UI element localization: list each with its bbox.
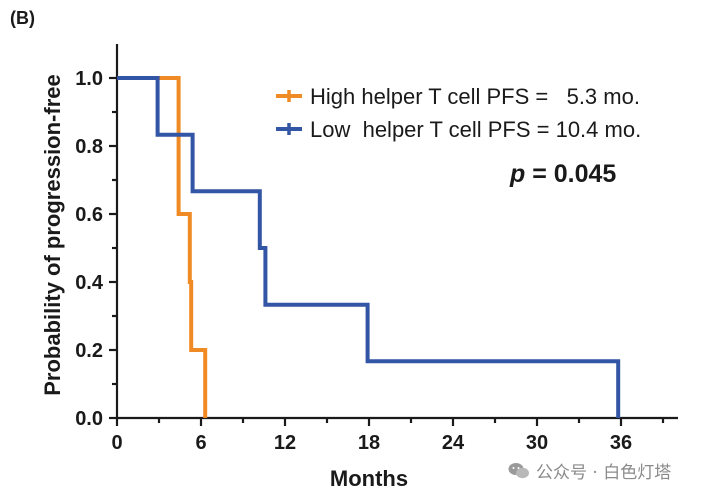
watermark-text: 公众号 · 白色灯塔 xyxy=(536,463,672,483)
y-axis-label: Probability of progression-free xyxy=(40,74,65,396)
y-tick-label-0: 0.0 xyxy=(75,408,103,430)
watermark: 公众号 · 白色灯塔 xyxy=(508,458,671,483)
legend-entry-1: Low helper T cell PFS = 10.4 mo. xyxy=(310,117,641,142)
series-line-0 xyxy=(117,76,208,418)
x-tick-label-1: 6 xyxy=(195,432,206,454)
y-tick-label-5: 1.0 xyxy=(75,68,103,90)
x-tick-label-5: 30 xyxy=(526,432,548,454)
series-layer xyxy=(117,76,621,418)
x-tick-label-6: 36 xyxy=(610,432,632,454)
p-value-number: = 0.045 xyxy=(525,160,616,188)
x-tick-label-3: 18 xyxy=(358,432,380,454)
wechat-icon xyxy=(508,462,529,478)
legend-entry-0: High helper T cell PFS = 5.3 mo. xyxy=(310,84,640,109)
p-value-annotation: p = 0.045 xyxy=(509,160,616,188)
x-tick-label-4: 24 xyxy=(442,432,465,454)
x-axis-label: Months xyxy=(330,466,408,491)
x-tick-label-2: 12 xyxy=(274,432,296,454)
series-line-1 xyxy=(117,76,621,418)
axes: 0.0 0.2 0.4 0.6 0.8 1.0 0 6 12 18 24 30 36 Months Prob… xyxy=(40,44,678,491)
panel-label: (B) xyxy=(10,8,35,28)
y-tick-label-3: 0.6 xyxy=(75,204,103,226)
y-tick-label-4: 0.8 xyxy=(75,136,103,158)
x-tick-label-0: 0 xyxy=(111,432,122,454)
y-tick-label-1: 0.2 xyxy=(75,340,103,362)
legend: High helper T cell PFS = 5.3 mo. Low help… xyxy=(276,84,641,142)
p-value-symbol: p xyxy=(509,160,525,188)
y-tick-label-2: 0.4 xyxy=(75,272,104,294)
